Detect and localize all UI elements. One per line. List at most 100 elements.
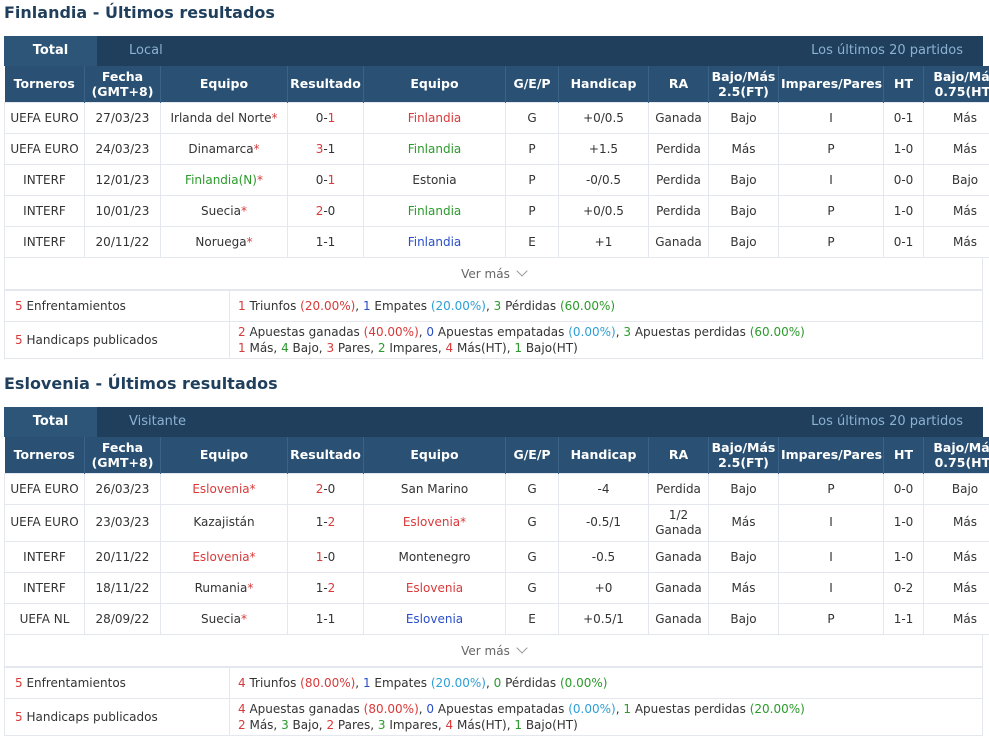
odd-even-cell: I [778,101,884,134]
tournament-cell[interactable]: INTERF [4,194,85,227]
ra-line: Ganada [655,611,702,626]
odd-even-cell: P [778,472,884,505]
header-bajo-mas-ht-line: 0.75(HT) [934,83,989,99]
home-team-cell[interactable]: Noruega* [160,225,288,258]
over-under-ft-cell: Bajo [708,602,779,635]
home-team-cell[interactable]: Kazajistán [160,503,288,542]
home-team-cell[interactable]: Suecia* [160,194,288,227]
home-team-cell[interactable]: Rumania* [160,571,288,604]
header-handicap: Handicap [558,437,649,473]
tournament-cell[interactable]: UEFA EURO [4,472,85,505]
away-team-cell[interactable]: Finlandia [363,132,506,165]
away-team-cell[interactable]: Finlandia [363,101,506,134]
score-cell[interactable]: 1-2 [287,503,364,542]
ver-mas-button[interactable]: Ver más [4,258,983,290]
ra-cell: Perdida [648,132,709,165]
score-separator: - [323,141,328,156]
tournament-cell[interactable]: INTERF [4,571,85,604]
ra-cell: Ganada [648,571,709,604]
away-team-cell[interactable]: Finlandia [363,194,506,227]
tab-last-20[interactable]: Los últimos 20 partidos [811,43,963,58]
table-row[interactable]: INTERF 12/01/23 Finlandia(N)* 0-1 Estonia P -0… [4,163,989,196]
header-ra: RA [648,66,709,102]
star-icon: * [240,611,247,626]
tournament-cell[interactable]: INTERF [4,225,85,258]
tab-total[interactable]: Total [4,36,97,66]
home-team-name: Irlanda del Norte [170,110,272,125]
header-resultado-line: Resultado [290,76,361,92]
away-team-cell[interactable]: Estonia [363,163,506,196]
section-title-eslovenia: Eslovenia - Últimos resultados [4,374,278,393]
score-home: 1 [315,234,324,249]
tournament-cell[interactable]: UEFA EURO [4,101,85,134]
ra-line: Perdida [656,203,701,218]
ver-mas-label: Ver más [461,267,510,281]
table-row[interactable]: INTERF 20/11/22 Eslovenia* 1-0 Montenegro G -0… [4,540,989,573]
odd-even-cell: I [778,571,884,604]
ht-cell: 1-0 [883,194,924,227]
score-cell[interactable]: 1-1 [287,602,364,635]
table-row[interactable]: INTERF 18/11/22 Rumania* 1-2 Eslovenia G +0 Gan… [4,571,989,604]
table-row[interactable]: UEFA EURO 24/03/23 Dinamarca* 3-1 Finlandia P… [4,132,989,165]
ra-line: Perdida [656,141,701,156]
summary-enfrentamientos-value: 1 Triunfos (20.00%), 1 Empates (20.00%),… [229,290,983,322]
home-team-cell[interactable]: Finlandia(N)* [160,163,288,196]
score-cell[interactable]: 1-2 [287,571,364,604]
star-icon: * [271,110,278,125]
table-row[interactable]: UEFA EURO 27/03/23 Irlanda del Norte* 0-1 Fi… [4,101,989,134]
home-team-cell[interactable]: Irlanda del Norte* [160,101,288,134]
score-cell[interactable]: 3-1 [287,132,364,165]
ht-cell: 1-0 [883,132,924,165]
away-team-cell[interactable]: Eslovenia [363,571,506,604]
score-away: 1 [327,611,336,626]
away-team-cell[interactable]: Finlandia [363,225,506,258]
table-row[interactable]: INTERF 10/01/23 Suecia* 2-0 Finlandia P +0/0.5… [4,194,989,227]
home-team-cell[interactable]: Eslovenia* [160,472,288,505]
score-cell[interactable]: 2-0 [287,472,364,505]
tab-total[interactable]: Total [4,407,97,437]
ra-cell: Perdida [648,194,709,227]
home-team-cell[interactable]: Dinamarca* [160,132,288,165]
tournament-cell[interactable]: UEFA EURO [4,503,85,542]
table-row[interactable]: UEFA EURO 26/03/23 Eslovenia* 2-0 San Marino… [4,472,989,505]
ra-line: Ganada [655,234,702,249]
away-team-cell[interactable]: San Marino [363,472,506,505]
gep-cell: G [505,503,559,542]
score-separator: - [323,203,328,218]
score-cell[interactable]: 1-0 [287,540,364,573]
score-separator: - [323,580,328,595]
summary-enfrentamientos-value: 4 Triunfos (80.00%), 1 Empates (20.00%),… [229,667,983,699]
away-team-cell[interactable]: Montenegro [363,540,506,573]
score-cell[interactable]: 0-1 [287,163,364,196]
header-bajo-mas-ht: Bajo/Más0.75(HT) [923,66,989,102]
home-team-cell[interactable]: Suecia* [160,602,288,635]
date-cell: 10/01/23 [84,194,161,227]
odd-even-cell: I [778,163,884,196]
handicap-cell: +1 [558,225,649,258]
over-under-ft-cell: Bajo [708,540,779,573]
score-cell[interactable]: 1-1 [287,225,364,258]
header-impares-pares: Impares/Pares [778,437,884,473]
tournament-cell[interactable]: UEFA NL [4,602,85,635]
tab-visitante[interactable]: Visitante [129,414,187,429]
table-row[interactable]: INTERF 20/11/22 Noruega* 1-1 Finlandia E +1 Gan… [4,225,989,258]
away-team-name: Estonia [412,172,457,187]
star-icon: * [256,172,263,187]
tab-local[interactable]: Local [129,43,163,58]
score-separator: - [323,110,328,125]
tournament-cell[interactable]: INTERF [4,540,85,573]
ra-line: Perdida [656,172,701,187]
table-row[interactable]: UEFA NL 28/09/22 Suecia* 1-1 Eslovenia E +0.5/… [4,602,989,635]
ver-mas-button[interactable]: Ver más [4,635,983,667]
score-cell[interactable]: 0-1 [287,101,364,134]
home-team-cell[interactable]: Eslovenia* [160,540,288,573]
away-team-cell[interactable]: Eslovenia* [363,503,506,542]
tournament-cell[interactable]: UEFA EURO [4,132,85,165]
tournament-cell[interactable]: INTERF [4,163,85,196]
score-cell[interactable]: 2-0 [287,194,364,227]
gep-cell: E [505,225,559,258]
away-team-cell[interactable]: Eslovenia [363,602,506,635]
home-team-name: Rumania [194,580,248,595]
tab-last-20[interactable]: Los últimos 20 partidos [811,414,963,429]
table-row[interactable]: UEFA EURO 23/03/23 Kazajistán 1-2 Eslovenia*… [4,503,989,542]
